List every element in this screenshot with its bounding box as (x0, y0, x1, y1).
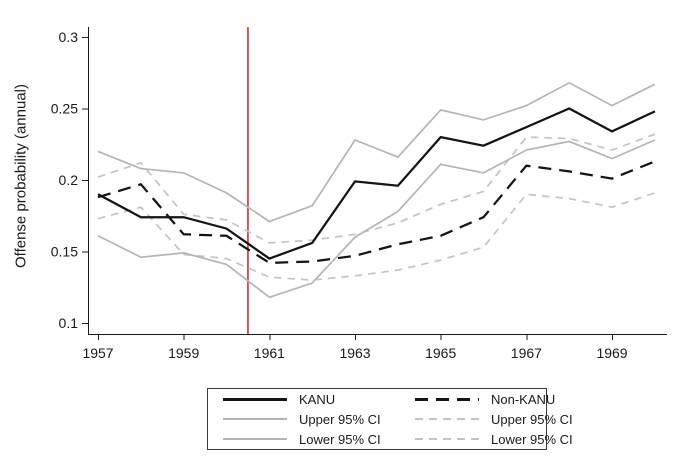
series-line-kanu (97, 107, 656, 260)
legend-label-kanu-upper-ci: Upper 95% CI (299, 411, 381, 427)
legend-line-sample-kanu (223, 397, 287, 401)
y-tick-label: 0.3 (59, 29, 79, 45)
x-tick-label: 1967 (511, 345, 542, 361)
x-tick-label: 1963 (339, 345, 370, 361)
y-axis-title: Offense probability (annual) (12, 84, 30, 268)
legend-label-non-kanu-upper-ci: Upper 95% CI (491, 411, 573, 427)
y-tick-label: 0.1 (59, 315, 79, 331)
y-tick-label: 0.25 (51, 101, 78, 117)
legend-label-kanu: KANU (299, 391, 336, 407)
legend-label-non-kanu: Non-KANU (491, 391, 556, 407)
x-tick-label: 1961 (254, 345, 285, 361)
series-line-non-kanu-upper-95-ci (97, 133, 656, 244)
legend-line-sample-kanu-lower-ci (223, 438, 287, 440)
x-tick-label: 1959 (168, 345, 199, 361)
series-line-kanu-upper-95-ci (97, 81, 656, 223)
y-tick-label: 0.2 (59, 172, 79, 188)
legend: KANU Non-KANU Upper 95% CI Upper 95% CI … (207, 388, 573, 450)
series-line-non-kanu (97, 160, 656, 265)
legend-line-sample-non-kanu (415, 397, 479, 401)
series-line-non-kanu-lower-95-ci (97, 192, 656, 281)
series-line-kanu-lower-95-ci (97, 139, 656, 299)
x-tick-label: 1965 (425, 345, 456, 361)
x-tick-label: 1969 (596, 345, 627, 361)
legend-line-sample-non-kanu-lower-ci (415, 438, 479, 440)
x-tick-label: 1957 (82, 345, 113, 361)
legend-label-non-kanu-lower-ci: Lower 95% CI (491, 431, 573, 447)
legend-label-kanu-lower-ci: Lower 95% CI (299, 431, 381, 447)
legend-line-sample-non-kanu-upper-ci (415, 418, 479, 420)
y-tick-label: 0.15 (51, 243, 78, 259)
legend-line-sample-kanu-upper-ci (223, 418, 287, 420)
